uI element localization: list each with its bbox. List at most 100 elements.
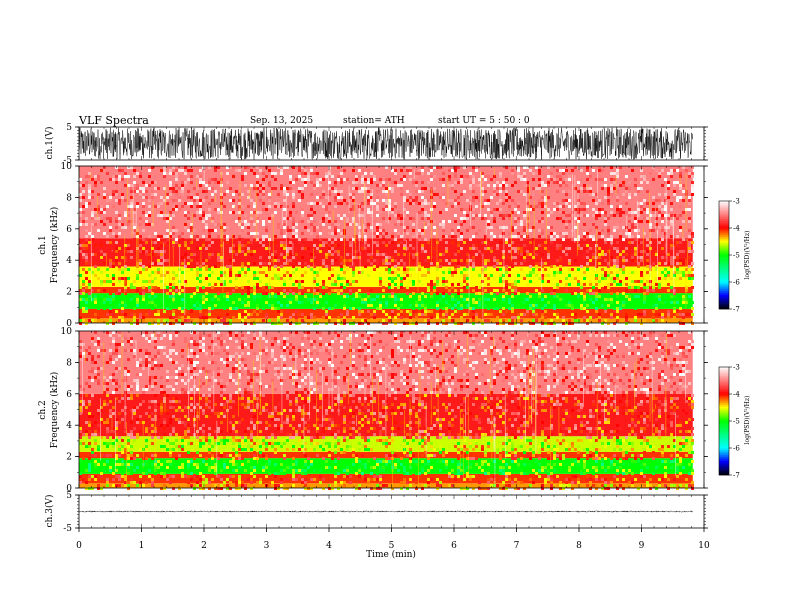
spectrum-cell [388, 283, 391, 286]
spectrum-cell [367, 337, 370, 340]
spectrum-cell [412, 280, 415, 283]
spectrum-cell [130, 283, 133, 286]
spectrum-cell [226, 265, 229, 268]
spectrum-cell [217, 316, 220, 319]
spectrum-cell [688, 196, 691, 199]
spectrum-cell [658, 346, 661, 349]
spectrum-cell [154, 295, 157, 298]
spectrum-cell [196, 193, 199, 196]
spectrum-cell [658, 226, 661, 229]
spectrum-cell [295, 178, 298, 181]
spectrum-cell [448, 295, 451, 298]
spectrum-cell [616, 199, 619, 202]
spectrum-cell [544, 241, 547, 244]
spectrum-cell [508, 283, 511, 286]
spectrum-cell [250, 217, 253, 220]
spectrum-cell [310, 214, 313, 217]
spectrum-cell [247, 301, 250, 304]
spectrum-cell [691, 184, 694, 187]
spectrum-cell [562, 250, 565, 253]
spectrum-cell [361, 334, 364, 337]
spectrum-cell [232, 175, 235, 178]
spectrum-cell [646, 286, 649, 289]
spectrum-cell [286, 238, 289, 241]
spectrum-cell [649, 331, 652, 334]
spectrum-cell [502, 226, 505, 229]
spectrum-cell [496, 343, 499, 346]
spectrum-cell [562, 319, 565, 322]
spectrum-cell [460, 274, 463, 277]
spectrum-cell [484, 313, 487, 316]
spectrum-cell [673, 259, 676, 262]
spectrum-cell [538, 349, 541, 352]
spectrum-cell [103, 190, 106, 193]
spectrum-cell [247, 250, 250, 253]
spectrum-cell [289, 322, 292, 325]
spectrum-cell [283, 241, 286, 244]
spectrum-cell [406, 286, 409, 289]
spectrum-cell [403, 238, 406, 241]
spectrum-cell [391, 343, 394, 346]
spectrum-cell [166, 238, 169, 241]
spectrum-cell [451, 235, 454, 238]
spectrum-cell [523, 313, 526, 316]
spectrum-cell [478, 352, 481, 355]
spectrum-cell [631, 253, 634, 256]
spectrum-cell [670, 346, 673, 349]
spectrum-cell [379, 184, 382, 187]
spectrum-cell [442, 280, 445, 283]
spectrum-cell [610, 283, 613, 286]
spectrum-cell [217, 262, 220, 265]
spectrum-cell [184, 247, 187, 250]
spectrum-cell [130, 337, 133, 340]
spectrum-cell [637, 289, 640, 292]
spectrum-cell [85, 244, 88, 247]
spectrum-cell [148, 205, 151, 208]
spectrum-cell [652, 304, 655, 307]
spectrum-cell [622, 331, 625, 334]
spectrum-cell [334, 187, 337, 190]
spectrum-cell [205, 259, 208, 262]
spectrum-cell [484, 304, 487, 307]
spectrum-cell [556, 202, 559, 205]
spectrum-cell [586, 232, 589, 235]
spectrum-cell [424, 250, 427, 253]
spectrum-cell [409, 256, 412, 259]
spectrum-cell [289, 316, 292, 319]
colorbar-segment [719, 201, 729, 204]
spectrum-cell [277, 292, 280, 295]
spectrum-cell [127, 184, 130, 187]
spectrum-cell [616, 283, 619, 286]
spectrum-cell [394, 304, 397, 307]
spectrum-cell [259, 199, 262, 202]
spectrum-cell [421, 331, 424, 334]
spectrum-cell [403, 262, 406, 265]
spectrum-cell [259, 271, 262, 274]
spectrum-cell [595, 331, 598, 334]
spectrum-cell [418, 268, 421, 271]
spectrum-cell [649, 241, 652, 244]
spectrum-cell [226, 241, 229, 244]
spectrum-cell [613, 187, 616, 190]
spectrum-cell [316, 202, 319, 205]
spectrum-cell [643, 181, 646, 184]
spectrum-cell [253, 202, 256, 205]
spectrum-cell [199, 211, 202, 214]
spectrum-cell [133, 205, 136, 208]
spectrum-cell [280, 265, 283, 268]
spectrum-cell [340, 268, 343, 271]
spectrum-cell [160, 346, 163, 349]
spectrum-cell [259, 211, 262, 214]
spectrum-cell [490, 274, 493, 277]
spectrum-cell [100, 343, 103, 346]
spectrum-cell [253, 172, 256, 175]
spectrum-cell [667, 274, 670, 277]
spectrum-cell [556, 343, 559, 346]
spectrum-cell [100, 181, 103, 184]
spectrum-cell [406, 226, 409, 229]
spectrum-cell [472, 247, 475, 250]
spectrum-cell [553, 232, 556, 235]
spectrum-cell [580, 292, 583, 295]
spectrum-cell [94, 319, 97, 322]
